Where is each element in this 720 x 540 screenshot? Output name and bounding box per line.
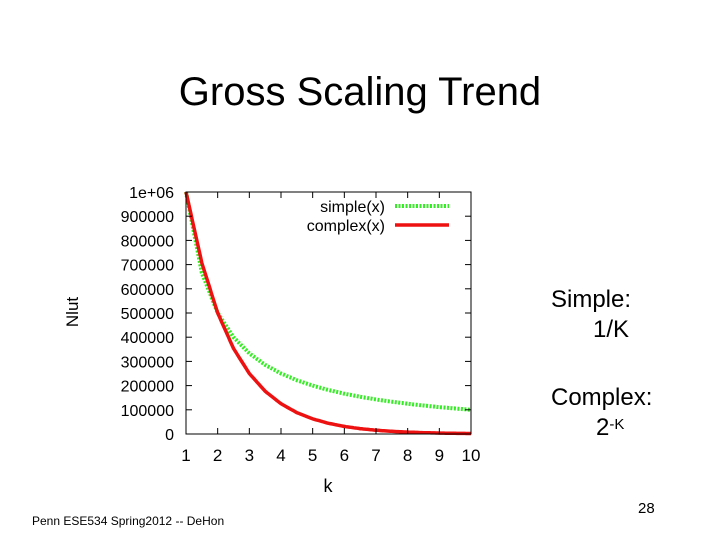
x-tick-label: 4	[276, 446, 285, 465]
y-tick-label: 1e+06	[129, 185, 174, 202]
y-tick-label: 900000	[121, 209, 174, 226]
x-axis-label: k	[324, 476, 334, 496]
y-tick-label: 800000	[121, 233, 174, 250]
y-tick-label: 700000	[121, 258, 174, 275]
simple-label: Simple:	[551, 286, 632, 313]
x-tick-label: 6	[340, 446, 349, 465]
y-tick-label: 100000	[121, 403, 174, 420]
complex-annotation: Complex: 2-K	[551, 383, 652, 443]
legend-label: simple(x)	[320, 199, 385, 216]
nlut-vs-k-chart: 0 100000 200000 300000 400000 500000 600000 700…	[63, 185, 481, 496]
series-line-complexx	[184, 191, 471, 436]
legend-label: complex(x)	[307, 218, 385, 235]
complex-base: 2	[596, 414, 610, 441]
y-tick-label: 200000	[121, 379, 174, 396]
y-tick-label: 600000	[121, 282, 174, 299]
x-tick-label: 1	[181, 446, 190, 465]
complex-expression: 2-K	[551, 413, 652, 443]
x-tick-label: 3	[245, 446, 254, 465]
x-tick-label: 2	[213, 446, 222, 465]
page-number: 28	[638, 500, 655, 517]
simple-annotation: Simple: 1/K	[551, 285, 631, 345]
complex-exponent: -K	[609, 416, 625, 433]
y-tick-label: 500000	[121, 306, 174, 323]
simple-expression: 1/K	[593, 316, 630, 343]
y-axis-label: Nlut	[63, 297, 82, 328]
complex-label: Complex:	[551, 384, 653, 411]
series-line-simplex	[184, 191, 472, 412]
y-tick-label: 0	[165, 427, 174, 444]
x-tick-label: 10	[462, 446, 481, 465]
x-tick-label: 9	[435, 446, 444, 465]
y-tick-label: 400000	[121, 330, 174, 347]
slide-title: Gross Scaling Trend	[178, 70, 542, 114]
x-tick-label: 7	[371, 446, 380, 465]
x-tick-label: 5	[308, 446, 317, 465]
footer-text: Penn ESE534 Spring2012 -- DeHon	[32, 514, 225, 528]
x-tick-label: 8	[403, 446, 412, 465]
y-tick-label: 300000	[121, 354, 174, 371]
